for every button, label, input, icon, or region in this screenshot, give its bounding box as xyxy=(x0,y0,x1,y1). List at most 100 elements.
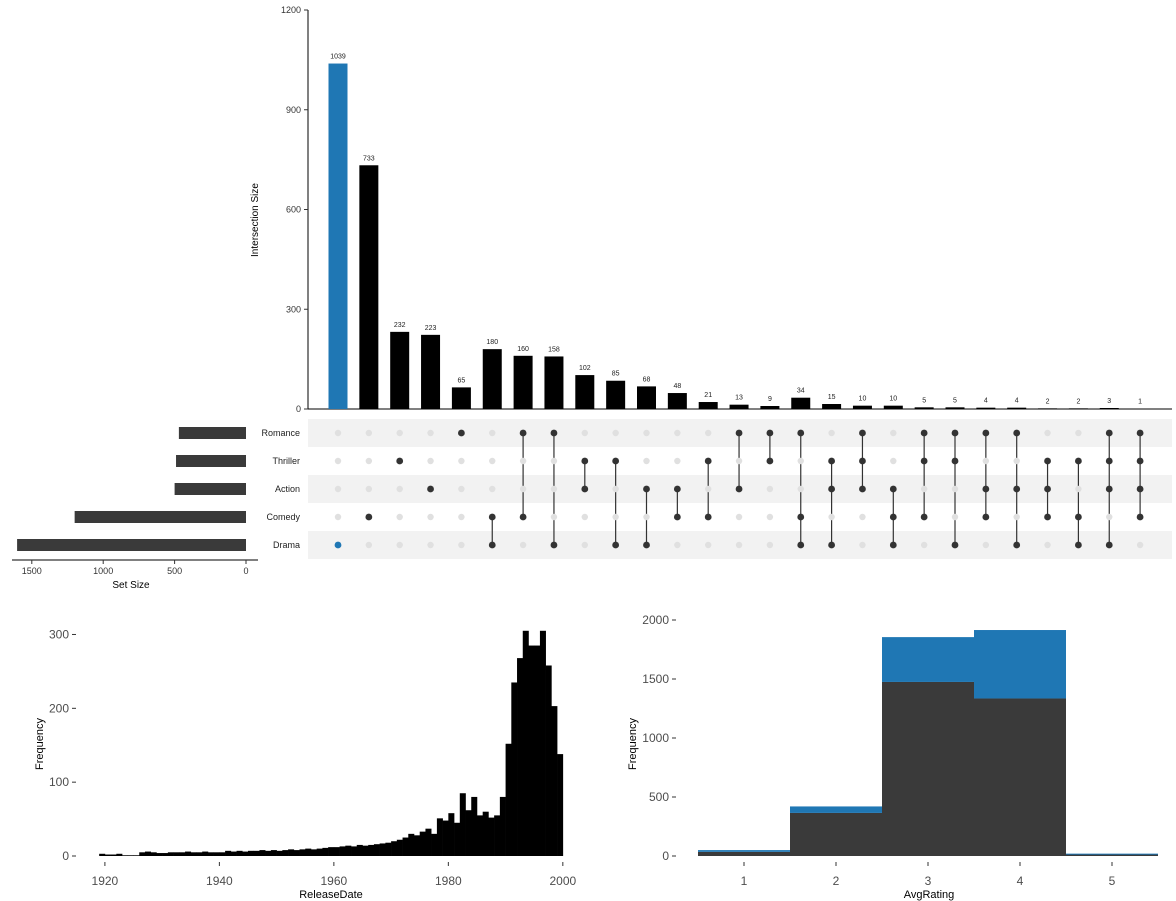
histogram-bar xyxy=(259,850,266,856)
histogram-bar xyxy=(396,839,403,856)
membership-dot xyxy=(581,485,589,493)
membership-dot xyxy=(735,429,743,437)
membership-dot xyxy=(1136,513,1144,521)
x-axis-title: ReleaseDate xyxy=(299,889,363,901)
x-axis-title: AvgRating xyxy=(904,889,955,901)
y-axis-title: Intersection Size xyxy=(250,183,261,257)
empty-dot xyxy=(396,485,403,493)
y-tick-label: 0 xyxy=(296,404,301,414)
x-tick-label: 1 xyxy=(741,874,748,888)
membership-dot xyxy=(673,513,681,521)
empty-dot xyxy=(859,513,866,521)
histogram-bar xyxy=(116,853,123,856)
stacked-bar-segment xyxy=(974,698,1066,856)
intersection-bar xyxy=(791,397,811,409)
histogram-bar xyxy=(517,658,524,856)
membership-dot xyxy=(797,429,805,437)
empty-dot xyxy=(519,541,527,549)
membership-dot xyxy=(519,429,527,437)
empty-dot xyxy=(982,457,990,465)
membership-dot xyxy=(704,457,712,465)
empty-dot xyxy=(705,541,712,549)
empty-dot xyxy=(396,513,403,521)
histogram-bar xyxy=(419,831,426,856)
empty-dot xyxy=(674,429,681,437)
empty-dot xyxy=(489,457,496,465)
bar-value-label: 10 xyxy=(859,396,867,403)
membership-dot xyxy=(365,513,373,521)
membership-dot xyxy=(828,485,835,493)
set-size-tick-label: 500 xyxy=(167,566,182,576)
histogram-bar xyxy=(333,847,340,856)
histogram-bar xyxy=(305,848,312,856)
empty-dot xyxy=(859,541,866,549)
histogram-bar xyxy=(179,852,186,856)
histogram-bar xyxy=(539,630,546,856)
histogram-bar xyxy=(471,796,478,856)
bar-value-label: 158 xyxy=(548,346,560,353)
membership-dot xyxy=(1044,457,1051,465)
set-name-label: Drama xyxy=(273,540,300,550)
membership-dot xyxy=(889,541,897,549)
membership-dot xyxy=(1105,429,1113,437)
y-tick-label: 900 xyxy=(286,105,301,115)
empty-dot xyxy=(334,457,342,465)
x-tick-label: 4 xyxy=(1017,874,1024,888)
membership-dot xyxy=(1105,541,1113,549)
empty-dot xyxy=(951,513,959,521)
empty-dot xyxy=(550,457,558,465)
empty-dot xyxy=(612,429,619,437)
intersection-bar xyxy=(667,393,687,409)
histogram-bar xyxy=(442,820,449,856)
membership-dot xyxy=(797,541,805,549)
empty-dot xyxy=(334,513,342,521)
empty-dot xyxy=(581,541,588,549)
membership-dot xyxy=(920,457,928,465)
x-tick-label: 2000 xyxy=(549,874,576,888)
membership-dot xyxy=(334,541,342,549)
bar-value-label: 65 xyxy=(458,377,466,384)
intersection-bar xyxy=(451,387,471,409)
membership-dot xyxy=(1105,485,1113,493)
y-tick-label: 0 xyxy=(62,849,69,863)
intersection-bar xyxy=(606,380,626,409)
histogram-bar xyxy=(402,837,409,856)
bar-value-label: 5 xyxy=(953,397,957,404)
histogram-bar xyxy=(110,854,117,856)
empty-dot xyxy=(705,485,712,493)
empty-dot xyxy=(427,541,434,549)
empty-dot xyxy=(612,513,619,521)
y-axis-title: Frequency xyxy=(627,718,639,770)
histogram-bar xyxy=(127,855,134,856)
intersection-bar xyxy=(482,349,502,409)
x-tick-label: 5 xyxy=(1109,874,1116,888)
empty-dot xyxy=(797,485,804,493)
x-tick-label: 1960 xyxy=(321,874,348,888)
histogram-bar xyxy=(150,852,157,856)
membership-dot xyxy=(643,485,650,493)
histogram-bar xyxy=(414,835,421,856)
histogram-bar xyxy=(482,811,489,856)
empty-dot xyxy=(427,513,434,521)
membership-dot xyxy=(704,513,712,521)
membership-dot xyxy=(581,457,589,465)
histogram-bar xyxy=(431,833,438,856)
y-tick-label: 200 xyxy=(49,701,69,715)
empty-dot xyxy=(365,541,373,549)
empty-dot xyxy=(982,541,990,549)
membership-dot xyxy=(1136,457,1144,465)
intersection-bar xyxy=(1068,408,1088,409)
empty-dot xyxy=(828,513,835,521)
set-size-tick-label: 0 xyxy=(243,566,248,576)
histogram-bar xyxy=(505,743,512,856)
membership-dot xyxy=(951,429,959,437)
histogram-bar xyxy=(196,852,203,856)
intersection-bar xyxy=(513,355,533,409)
membership-dot xyxy=(920,513,928,521)
histogram-bar xyxy=(144,851,151,856)
bar-value-label: 102 xyxy=(579,365,591,372)
membership-dot xyxy=(550,541,558,549)
membership-dot xyxy=(1105,457,1113,465)
intersection-bar xyxy=(883,405,903,409)
x-tick-label: 1940 xyxy=(206,874,233,888)
